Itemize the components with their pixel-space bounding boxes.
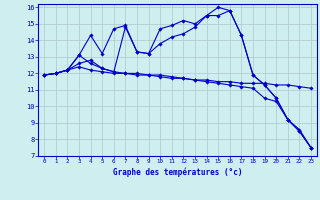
X-axis label: Graphe des températures (°c): Graphe des températures (°c) <box>113 167 242 177</box>
